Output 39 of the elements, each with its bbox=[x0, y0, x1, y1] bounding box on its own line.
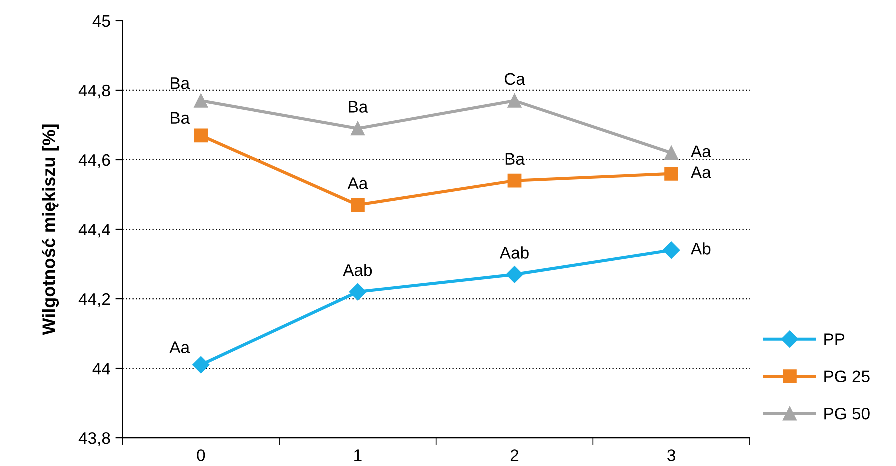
annotation: Aa bbox=[170, 342, 190, 354]
annotation: Aa bbox=[348, 178, 368, 190]
point bbox=[351, 122, 365, 136]
y-tick-label: 43,8 bbox=[78, 432, 110, 446]
point bbox=[508, 94, 522, 108]
x-tick-label: 1 bbox=[354, 450, 362, 462]
annotation: Aab bbox=[500, 246, 529, 259]
point bbox=[351, 198, 365, 212]
annotation: Aa bbox=[691, 166, 712, 178]
annotation: Ba bbox=[171, 112, 190, 124]
y-tick-label: 44,4 bbox=[78, 224, 110, 238]
point bbox=[506, 266, 524, 284]
annotation: Ba bbox=[506, 153, 525, 166]
annotation: Ab bbox=[691, 242, 711, 255]
y-tick-label: 44,8 bbox=[78, 84, 110, 99]
annotation: Aa bbox=[691, 146, 712, 158]
x-tick-label: 0 bbox=[197, 450, 206, 462]
y-tick-label: 44,2 bbox=[78, 293, 110, 308]
legend-label: PG 25 bbox=[824, 370, 870, 383]
annotation: Ba bbox=[349, 101, 368, 113]
point bbox=[664, 146, 678, 160]
annotation: Ba bbox=[171, 78, 190, 90]
point bbox=[349, 284, 367, 301]
y-tick-label: 44 bbox=[92, 363, 110, 375]
x-tick-label: 3 bbox=[668, 450, 676, 462]
point bbox=[508, 174, 522, 188]
legend-label: PG 50 bbox=[824, 408, 870, 420]
point bbox=[194, 128, 208, 143]
point bbox=[192, 356, 210, 374]
y-tick-label: 45 bbox=[92, 16, 110, 28]
annotation: Aab bbox=[343, 264, 372, 276]
y-axis-title: Wilgotność miękiszu [%] bbox=[42, 124, 60, 336]
point bbox=[194, 94, 208, 108]
x-tick-label: 2 bbox=[510, 450, 519, 462]
point bbox=[664, 166, 678, 181]
y-tick-label: 44,6 bbox=[78, 154, 110, 168]
annotation: Ca bbox=[504, 73, 526, 86]
legend-label: PP bbox=[824, 334, 845, 346]
point bbox=[663, 242, 680, 259]
